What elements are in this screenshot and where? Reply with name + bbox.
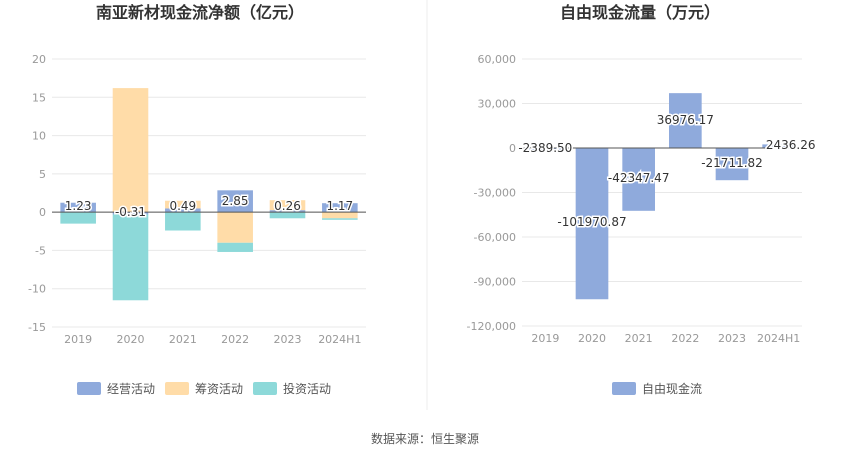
y-tick-label: 0	[509, 142, 516, 155]
left-chart: 南亚新材现金流净额（亿元） 20 15 10 5 0 -5 -10 -15 1.23 -0.31…	[28, 3, 366, 396]
bar-经营活动-2021	[165, 208, 201, 213]
legend-swatch	[253, 382, 277, 395]
y-tick-label: -120,000	[467, 320, 516, 333]
bar-自由现金流-2022	[669, 93, 702, 148]
bar-经营活动-2023	[269, 210, 306, 213]
legend-label: 自由现金流	[642, 381, 702, 396]
x-tick-label: 2019	[531, 332, 559, 345]
y-tick-label: -90,000	[474, 276, 516, 289]
legend-swatch	[165, 382, 189, 395]
bar-投资活动-2023	[269, 212, 306, 219]
bar-投资活动-2024H1	[322, 218, 358, 220]
x-tick-label: 2020	[578, 332, 606, 345]
x-tick-label: 2019	[64, 333, 92, 346]
bar-经营活动-2022	[217, 190, 253, 213]
bar-投资活动-2020	[112, 214, 149, 301]
legend-swatch	[612, 382, 636, 395]
bar-自由现金流-2024H1	[762, 144, 795, 148]
bar-投资活动-2021	[165, 212, 201, 231]
bar-自由现金流-2021	[622, 148, 655, 211]
y-tick-label: 10	[32, 130, 46, 143]
y-tick-label: -15	[28, 321, 46, 334]
left-legend: 经营活动 筹资活动 投资活动	[77, 381, 331, 396]
source-note: 数据来源：恒生聚源	[371, 431, 479, 446]
bar-自由现金流-2023	[715, 148, 749, 181]
data-label: -0.31	[115, 205, 146, 219]
x-tick-label: 2022	[671, 332, 699, 345]
y-tick-label: 0	[39, 206, 46, 219]
data-label: -42347.47	[608, 171, 670, 185]
legend-label: 投资活动	[283, 381, 331, 396]
x-tick-label: 2022	[221, 333, 249, 346]
data-label: 2.85	[222, 194, 249, 208]
y-tick-label: 5	[39, 168, 46, 181]
bar-投资活动-2022	[217, 242, 253, 252]
data-label: -2389.50	[518, 141, 572, 155]
legend-label: 经营活动	[107, 382, 155, 396]
x-tick-label: 2024H1	[757, 332, 800, 345]
data-label: 0.49	[169, 199, 196, 213]
bar-筹资活动-2022	[217, 212, 253, 243]
data-label: 1.23	[65, 199, 92, 213]
y-tick-label: -30,000	[474, 187, 516, 200]
data-label: -101970.87	[557, 215, 626, 229]
data-label: 0.26	[274, 199, 301, 213]
data-label: 36976.17	[657, 113, 714, 127]
right-x-ticks: 2019 2020 2021 2022 2023 2024H1	[531, 332, 800, 345]
y-tick-label: -60,000	[474, 231, 516, 244]
left-grid	[52, 58, 366, 328]
right-grid	[522, 58, 802, 327]
y-tick-label: -10	[28, 283, 46, 296]
x-tick-label: 2020	[117, 333, 145, 346]
bar-筹资活动-2023	[269, 200, 306, 211]
legend-label: 筹资活动	[195, 382, 243, 396]
left-y-ticks: 20 15 10 5 0 -5 -10 -15	[28, 53, 46, 334]
left-chart-title: 南亚新材现金流净额（亿元）	[96, 3, 304, 22]
right-legend: 自由现金流	[612, 381, 702, 396]
x-tick-label: 2023	[718, 332, 746, 345]
data-label: 2436.26	[766, 138, 816, 152]
x-tick-label: 2021	[625, 332, 653, 345]
bar-筹资活动-2020	[112, 88, 149, 213]
data-label: 1.17	[326, 199, 353, 213]
y-tick-label: -5	[35, 244, 46, 257]
y-tick-label: 30,000	[478, 98, 517, 111]
bar-自由现金流-2019	[529, 148, 562, 152]
y-tick-label: 60,000	[478, 53, 517, 66]
left-data-labels: 1.23 -0.31 0.49 2.85 0.26 1.17	[63, 193, 354, 221]
bar-筹资活动-2024H1	[322, 212, 358, 219]
left-x-ticks: 2019 2020 2021 2022 2023 2024H1	[64, 333, 361, 346]
bar-经营活动-2019	[60, 202, 96, 213]
left-bars	[60, 88, 358, 301]
x-tick-label: 2023	[274, 333, 302, 346]
y-tick-label: 20	[32, 53, 46, 66]
right-y-ticks: 60,000 30,000 0 -30,000 -60,000 -90,000 -120,0…	[467, 53, 516, 333]
x-tick-label: 2021	[169, 333, 197, 346]
bar-经营活动-2024H1	[322, 203, 358, 213]
right-data-labels: -2389.50 -101970.87 -42347.47 36976.17 -2171…	[517, 112, 817, 231]
bar-筹资活动-2021	[165, 200, 201, 209]
right-bars	[529, 93, 795, 300]
right-chart: 自由现金流量（万元） 60,000 30,000 0 -30,000 -60,000 -9…	[467, 3, 817, 396]
y-tick-label: 15	[32, 91, 46, 104]
right-chart-title: 自由现金流量（万元）	[560, 3, 720, 22]
bar-经营活动-2020	[112, 212, 149, 215]
bar-投资活动-2019	[60, 212, 96, 224]
x-tick-label: 2024H1	[318, 333, 361, 346]
bar-自由现金流-2020	[575, 148, 609, 300]
legend-swatch	[77, 382, 101, 395]
data-label: -21711.82	[701, 156, 763, 170]
